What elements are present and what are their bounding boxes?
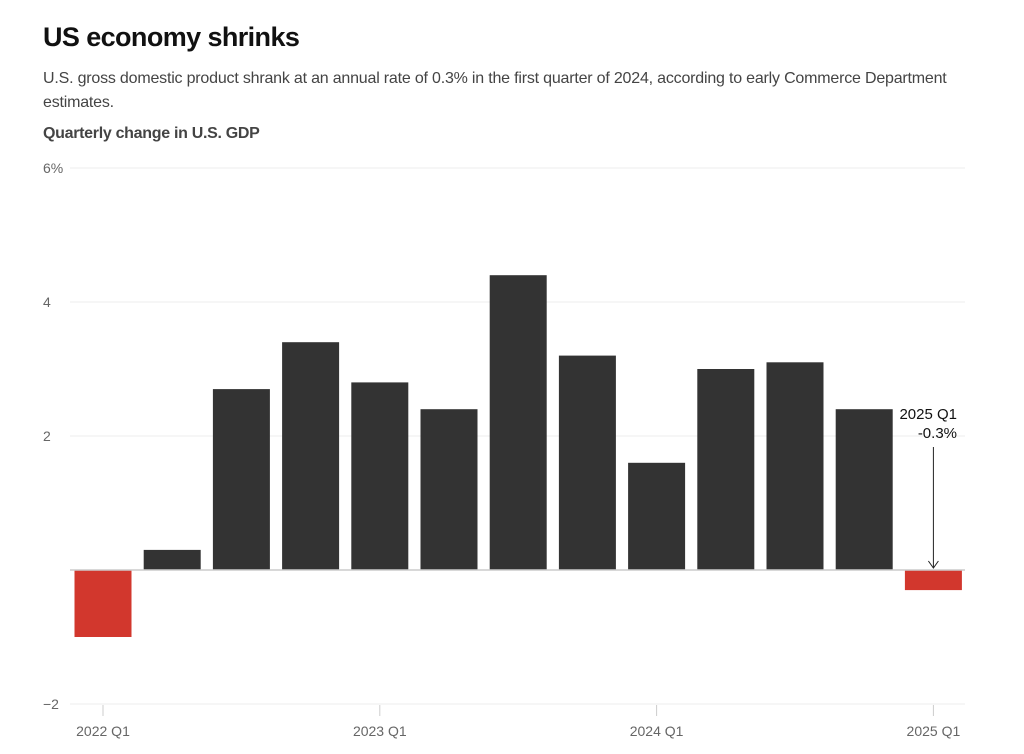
y-tick-label: 6%: [43, 160, 63, 176]
x-tick-label: 2022 Q1: [76, 723, 130, 739]
bar: [282, 342, 340, 570]
arrow-down-icon: [927, 560, 939, 569]
x-tick-label: 2024 Q1: [630, 723, 684, 739]
annotation-value: -0.3%: [918, 425, 957, 442]
bar: [558, 355, 616, 570]
bar: [766, 362, 824, 570]
bar: [904, 570, 962, 591]
chart-subtitle: U.S. gross domestic product shrank at an…: [43, 70, 947, 111]
chart-title: US economy shrinks: [43, 22, 300, 52]
y-tick-label: 4: [43, 294, 51, 310]
bar: [835, 409, 893, 570]
y-tick-label: 2: [43, 428, 51, 444]
y-tick-label: −2: [43, 696, 59, 712]
x-tick-label: 2023 Q1: [353, 723, 407, 739]
bar: [697, 369, 755, 570]
annotation-label: 2025 Q1: [899, 406, 957, 423]
bar: [351, 382, 409, 570]
bar: [489, 275, 547, 570]
bar: [143, 549, 201, 570]
bar: [628, 462, 686, 570]
chart-label: Quarterly change in U.S. GDP: [43, 125, 260, 142]
bar: [74, 570, 132, 637]
bar: [212, 389, 270, 570]
bar: [420, 409, 478, 570]
x-tick-label: 2025 Q1: [907, 723, 961, 739]
